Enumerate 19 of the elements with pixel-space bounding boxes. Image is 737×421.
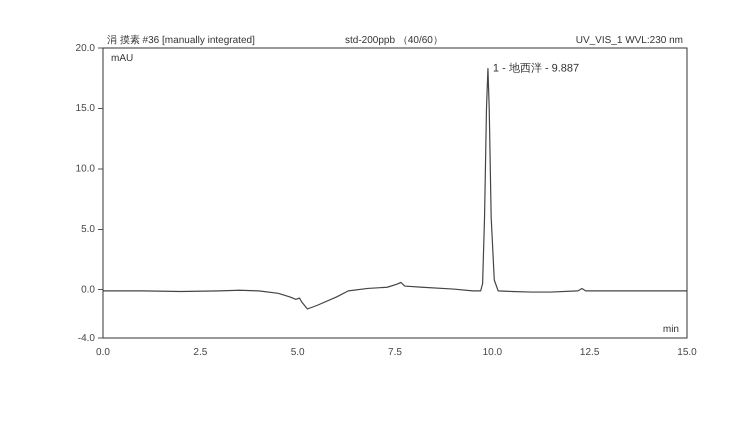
x-tick-label: 12.5 [580, 346, 600, 358]
annotation: 1 - 地西泮 - 9.887 [492, 62, 580, 75]
x-tick-label: 15.0 [677, 346, 698, 358]
text: UV_VIS_1 WVL:230 nm [576, 34, 683, 46]
y-tick-label: 0.0 [81, 284, 96, 296]
x-tick-label: 10.0 [482, 346, 502, 358]
x-tick-label: 7.5 [388, 346, 402, 358]
chart-title: 涓 摸素 #36 [manually integrated] [107, 34, 256, 46]
x-tick-label: 2.5 [193, 346, 208, 358]
y-tick-label: 10.0 [76, 164, 96, 175]
y-tick-label: -4.0 [78, 332, 96, 344]
x-tick-label: 0.0 [96, 346, 110, 358]
y-tick-label: 15.0 [76, 103, 96, 114]
y-axis-title: mAU [111, 52, 134, 64]
chart-subtitle: std-200ppb （40/60） [345, 34, 443, 46]
x-axis-title: min [662, 324, 679, 335]
y-tick-label: 20.0 [76, 42, 96, 54]
x-tick-label: 5.0 [290, 346, 306, 358]
y-tick-label: 5.0 [81, 224, 96, 235]
